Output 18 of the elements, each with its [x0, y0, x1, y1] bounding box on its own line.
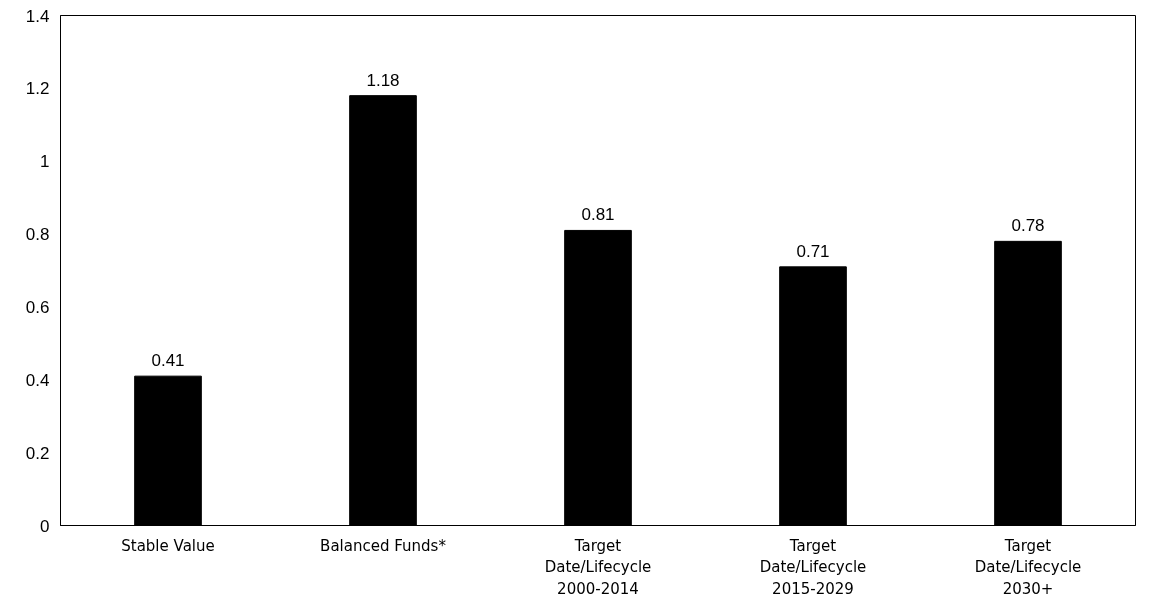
data-label: 0.41 [151, 351, 185, 371]
y-tick-label: 0.6 [25, 297, 50, 317]
y-tick-label: 0.2 [25, 443, 50, 463]
data-label: 0.78 [1011, 216, 1045, 236]
y-tick-label: 1 [40, 152, 50, 172]
y-tick-label: 0.4 [25, 370, 50, 390]
x-tick-label: Target Date/Lifecycle 2015-2029 [759, 536, 867, 598]
y-tick-label: 1.4 [25, 6, 50, 26]
x-tick-label: Stable Value [121, 536, 215, 555]
y-tick-label: 0 [40, 516, 50, 536]
x-tick-label: Target Date/Lifecycle 2000-2014 [544, 536, 652, 598]
x-tick-label: Target Date/Lifecycle 2030+ [974, 536, 1082, 598]
y-tick-label: 1.2 [25, 79, 50, 99]
data-label: 0.71 [796, 241, 830, 261]
data-label: 1.18 [366, 70, 400, 90]
data-label: 0.81 [581, 205, 615, 225]
x-tick-label: Balanced Funds* [320, 536, 447, 555]
y-tick-label: 0.8 [25, 225, 50, 245]
